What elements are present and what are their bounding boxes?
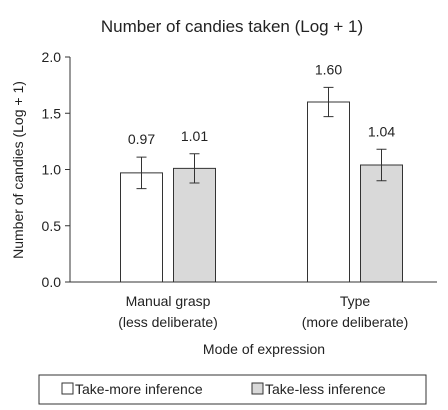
bar (307, 101, 350, 283)
legend-swatch (61, 382, 74, 395)
legend-label: Take-more inference (75, 381, 203, 397)
bar (120, 172, 163, 283)
y-axis-label: Number of candies (Log + 1) (10, 81, 26, 259)
y-tick-label: 1.5 (42, 105, 62, 121)
plot-area: 0.0 0.5 1.0 1.5 2.0 0.97 1.01 Manual grasp (less… (42, 49, 437, 330)
data-label: 1.01 (181, 128, 208, 144)
legend-box (38, 374, 427, 405)
legend: Take-more inference Take-less inference (38, 374, 427, 405)
y-tick-label: 0.0 (42, 274, 62, 290)
x-tick-label-sub: (more deliberate) (302, 314, 409, 330)
data-label: 1.04 (368, 123, 395, 139)
x-tick-label: Type (340, 293, 371, 309)
bar (360, 164, 403, 283)
legend-swatch (251, 382, 264, 395)
x-tick-label-sub: (less deliberate) (118, 314, 218, 330)
data-label: 1.60 (315, 61, 342, 77)
data-label: 0.97 (128, 131, 155, 147)
bar (173, 167, 216, 283)
x-tick-label: Manual grasp (126, 293, 211, 309)
y-tick-label: 2.0 (42, 49, 62, 65)
legend-label: Take-less inference (265, 381, 386, 397)
x-axis-label: Mode of expression (203, 341, 325, 357)
y-tick-label: 0.5 (42, 218, 62, 234)
y-tick-label: 1.0 (42, 162, 62, 178)
chart-title: Number of candies taken (Log + 1) (101, 17, 363, 36)
